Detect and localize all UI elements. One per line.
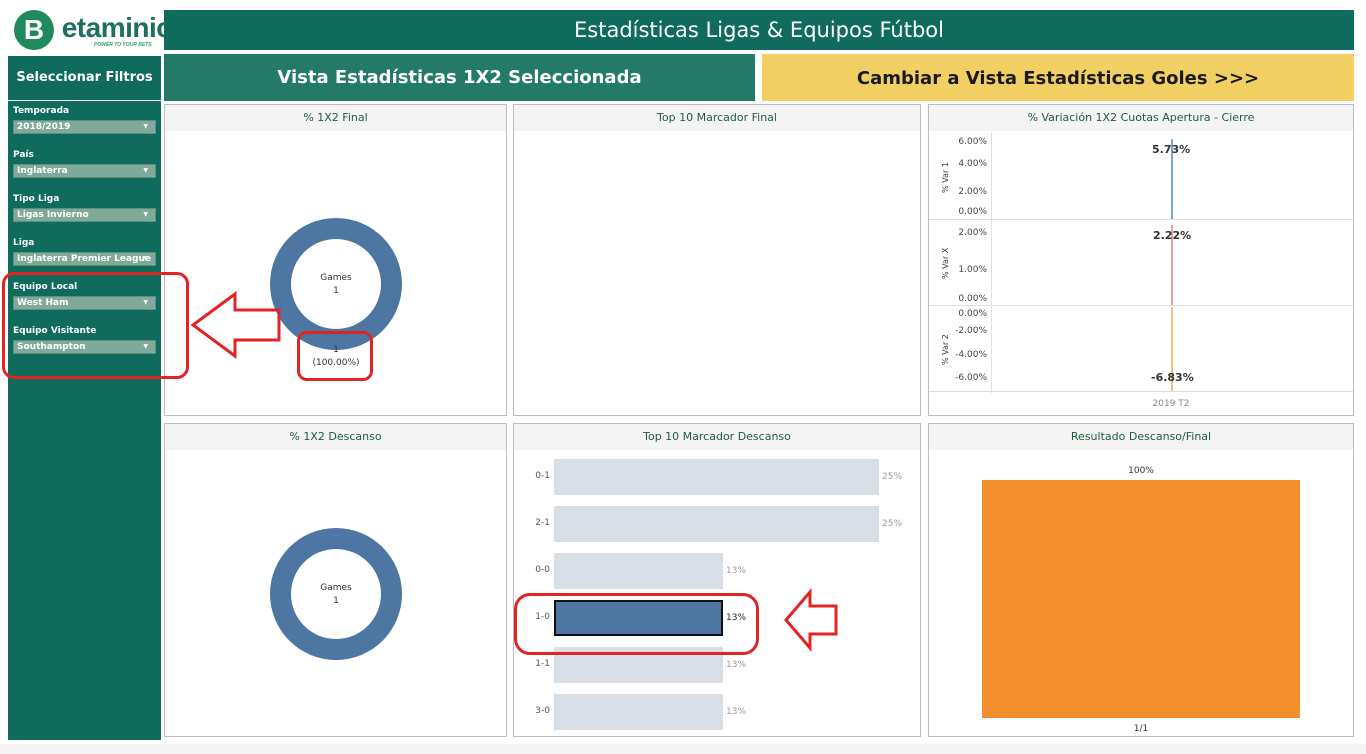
panel-resultado-descanso-final: Resultado Descanso/Final 100% 1/1: [928, 423, 1354, 737]
panel-title: Resultado Descanso/Final: [929, 424, 1353, 450]
var1-value-label: 5.73%: [1152, 143, 1191, 156]
annotation-arrow-left-icon: [784, 588, 838, 652]
tick-label: 2.00%: [958, 228, 987, 238]
chevron-down-icon: ▼: [143, 123, 148, 130]
filter-label-pais: País: [13, 150, 34, 160]
tick-label: -4.00%: [955, 350, 987, 360]
var2-value-label: -6.83%: [1151, 371, 1194, 384]
row-divider: [929, 305, 1353, 306]
filter-select-equipo-local[interactable]: West Ham ▼: [13, 296, 156, 310]
filter-label-equipo-local: Equipo Local: [13, 282, 78, 292]
row-divider: [929, 391, 1353, 392]
bar-value-label: 100%: [1128, 466, 1154, 476]
donut-center-label: Games: [320, 273, 352, 283]
filters-sidebar: Temporada 2018/2019 ▼ País Inglaterra ▼ Ti…: [8, 101, 161, 740]
filter-label-tipo-liga: Tipo Liga: [13, 194, 60, 204]
logo-mark: B: [14, 10, 54, 50]
tick-label: -6.00%: [955, 373, 987, 383]
resultado-bar[interactable]: [982, 480, 1300, 718]
filter-label-temporada: Temporada: [13, 106, 70, 116]
filter-label-equipo-visitante: Equipo Visitante: [13, 326, 97, 336]
donut-center: Games 1: [291, 239, 381, 329]
bar-category-label: 1-1: [535, 659, 550, 669]
bar-category-label: 3-0: [535, 706, 550, 716]
bar-2-1[interactable]: [554, 506, 879, 542]
panel-title: % 1X2 Final: [165, 105, 506, 131]
donut-center-value: 1: [333, 596, 339, 606]
bar-value-label: 13%: [726, 707, 747, 717]
filter-select-pais[interactable]: Inglaterra ▼: [13, 164, 156, 178]
bar-0-1[interactable]: [554, 459, 879, 495]
tick-label: 0.00%: [958, 294, 987, 304]
filter-select-tipo-liga[interactable]: Ligas Invierno ▼: [13, 208, 156, 222]
varx-value-label: 2.22%: [1153, 229, 1192, 242]
slice-count-label: 1: [333, 345, 339, 355]
bar-category-label: 2-1: [535, 518, 550, 528]
tick-label: 0.00%: [958, 207, 987, 217]
bar-category-label: 1-0: [535, 612, 550, 622]
filter-select-liga[interactable]: Inglaterra Premier League ▼: [13, 252, 156, 266]
panel-pct-1x2-descanso: % 1X2 Descanso Games 1: [164, 423, 507, 737]
tick-label: 1.00%: [958, 265, 987, 275]
bar-category-label: 0-1: [535, 471, 550, 481]
filter-select-equipo-visitante[interactable]: Southampton ▼: [13, 340, 156, 354]
tick-label: 0.00%: [958, 309, 987, 319]
slice-pct-label: (100.00%): [312, 358, 360, 368]
donut-center-value: 1: [333, 286, 339, 296]
tick-label: 4.00%: [958, 159, 987, 169]
chevron-down-icon: ▼: [143, 211, 148, 218]
chevron-down-icon: ▼: [143, 255, 148, 262]
x-axis-label: 1/1: [1133, 724, 1149, 734]
status-bar: [0, 744, 1366, 754]
donut-chart[interactable]: Games 1: [270, 528, 402, 660]
select-filters-button[interactable]: Seleccionar Filtros: [8, 56, 161, 100]
bar-value-label: 13%: [726, 566, 747, 576]
panel-top10-marcador-descanso: Top 10 Marcador Descanso 0-1 25% 2-1 25% 0-0…: [513, 423, 921, 737]
bar-category-label: 0-0: [535, 565, 550, 575]
panel-variacion-cuotas: % Variación 1X2 Cuotas Apertura - Cierre…: [928, 104, 1354, 416]
tick-label: 2.00%: [958, 187, 987, 197]
tick-label: -2.00%: [955, 326, 987, 336]
donut-chart[interactable]: Games 1: [270, 218, 402, 350]
panel-title: % 1X2 Descanso: [165, 424, 506, 450]
logo-tagline: POWER TO YOUR BETS: [94, 42, 152, 48]
panel-title: Top 10 Marcador Final: [514, 105, 920, 131]
var2-line[interactable]: [1171, 307, 1173, 391]
filter-label-liga: Liga: [13, 238, 35, 248]
bar-1-0[interactable]: [554, 600, 723, 636]
annotation-arrow-left-icon: [190, 291, 281, 359]
x-axis-label: 2019 T2: [1152, 399, 1190, 409]
bar-0-0[interactable]: [554, 553, 723, 589]
row-divider: [929, 219, 1353, 220]
chevron-down-icon: ▼: [143, 343, 148, 350]
switch-view-button[interactable]: Cambiar a Vista Estadísticas Goles >>>: [762, 54, 1354, 101]
bar-value-label: 13%: [726, 613, 747, 623]
panel-pct-1x2-final: % 1X2 Final Games 1 1 (100.00%): [164, 104, 507, 416]
bar-value-label: 13%: [726, 660, 747, 670]
donut-center: Games 1: [291, 549, 381, 639]
chevron-down-icon: ▼: [143, 167, 148, 174]
annotation-highlight-slice: [297, 331, 373, 381]
panel-title: Top 10 Marcador Descanso: [514, 424, 920, 450]
varx-line[interactable]: [1171, 225, 1173, 305]
panel-top10-marcador-final: Top 10 Marcador Final: [513, 104, 921, 416]
page-title: Estadísticas Ligas & Equipos Fútbol: [164, 10, 1354, 50]
annotation-highlight-bar: [514, 593, 759, 655]
bar-value-label: 25%: [882, 519, 903, 529]
y-axis-line: [991, 133, 992, 393]
bar-value-label: 25%: [882, 472, 903, 482]
panel-title: % Variación 1X2 Cuotas Apertura - Cierre: [929, 105, 1353, 131]
current-view-button[interactable]: Vista Estadísticas 1X2 Seleccionada: [164, 54, 755, 101]
filter-select-temporada[interactable]: 2018/2019 ▼: [13, 120, 156, 134]
donut-center-label: Games: [320, 583, 352, 593]
annotation-highlight-teams: [2, 272, 189, 379]
chevron-down-icon: ▼: [143, 299, 148, 306]
bar-3-0[interactable]: [554, 694, 723, 730]
tick-label: 6.00%: [958, 137, 987, 147]
var1-line[interactable]: [1171, 139, 1173, 219]
